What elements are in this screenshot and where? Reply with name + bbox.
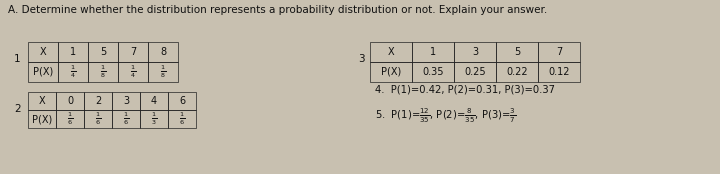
- Bar: [454, 42, 496, 62]
- Text: X: X: [387, 47, 395, 57]
- Text: $\frac{1}{8}$: $\frac{1}{8}$: [100, 64, 106, 80]
- Bar: [88, 42, 118, 62]
- Text: 0.12: 0.12: [548, 67, 570, 77]
- Bar: [140, 92, 168, 110]
- Text: 4.  P(1)=0.42, P(2)=0.31, P(3)=0.37: 4. P(1)=0.42, P(2)=0.31, P(3)=0.37: [375, 84, 555, 94]
- Text: 0.25: 0.25: [464, 67, 486, 77]
- Bar: [370, 62, 412, 82]
- Text: 3: 3: [358, 54, 364, 64]
- Text: $\frac{1}{6}$: $\frac{1}{6}$: [67, 111, 73, 127]
- Bar: [412, 42, 454, 62]
- Bar: [538, 62, 580, 82]
- Bar: [118, 62, 148, 82]
- Text: 2: 2: [95, 96, 101, 106]
- Text: $\frac{1}{6}$: $\frac{1}{6}$: [95, 111, 101, 127]
- Text: $\frac{1}{6}$: $\frac{1}{6}$: [123, 111, 129, 127]
- Text: $\frac{1}{8}$: $\frac{1}{8}$: [160, 64, 166, 80]
- Text: A. Determine whether the distribution represents a probability distribution or n: A. Determine whether the distribution re…: [8, 5, 547, 15]
- Bar: [118, 42, 148, 62]
- Text: 0.35: 0.35: [422, 67, 444, 77]
- Text: 5: 5: [100, 47, 106, 57]
- Text: $\frac{1}{3}$: $\frac{1}{3}$: [151, 111, 157, 127]
- Bar: [88, 62, 118, 82]
- Text: $\frac{1}{6}$: $\frac{1}{6}$: [179, 111, 185, 127]
- Text: 5.  P(1)=$\frac{12}{35}$, P(2)=$\frac{8}{35}$, P(3)=$\frac{3}{7}$: 5. P(1)=$\frac{12}{35}$, P(2)=$\frac{8}{…: [375, 107, 516, 125]
- Bar: [84, 110, 112, 128]
- Text: 1: 1: [14, 54, 21, 64]
- Text: 7: 7: [130, 47, 136, 57]
- Text: 3: 3: [472, 47, 478, 57]
- Text: 6: 6: [179, 96, 185, 106]
- Bar: [496, 42, 538, 62]
- Text: 0.22: 0.22: [506, 67, 528, 77]
- Bar: [412, 62, 454, 82]
- Bar: [112, 110, 140, 128]
- Bar: [454, 62, 496, 82]
- Bar: [168, 92, 196, 110]
- Text: 0: 0: [67, 96, 73, 106]
- Text: X: X: [40, 47, 46, 57]
- Text: 3: 3: [123, 96, 129, 106]
- Text: 8: 8: [160, 47, 166, 57]
- Bar: [168, 110, 196, 128]
- Text: $\frac{1}{4}$: $\frac{1}{4}$: [130, 64, 136, 80]
- Bar: [28, 42, 58, 62]
- Bar: [148, 62, 178, 82]
- Bar: [56, 92, 84, 110]
- Text: P(X): P(X): [381, 67, 401, 77]
- Text: 4: 4: [151, 96, 157, 106]
- Text: 7: 7: [556, 47, 562, 57]
- Bar: [538, 42, 580, 62]
- Text: X: X: [39, 96, 45, 106]
- Bar: [58, 42, 88, 62]
- Bar: [58, 62, 88, 82]
- Bar: [28, 62, 58, 82]
- Text: $\frac{1}{4}$: $\frac{1}{4}$: [70, 64, 76, 80]
- Text: P(X): P(X): [32, 114, 52, 124]
- Text: 5: 5: [514, 47, 520, 57]
- Bar: [370, 42, 412, 62]
- Text: 1: 1: [430, 47, 436, 57]
- Bar: [140, 110, 168, 128]
- Text: 1: 1: [70, 47, 76, 57]
- Bar: [496, 62, 538, 82]
- Bar: [112, 92, 140, 110]
- Bar: [28, 110, 56, 128]
- Bar: [148, 42, 178, 62]
- Text: 2: 2: [14, 104, 21, 114]
- Text: P(X): P(X): [33, 67, 53, 77]
- Bar: [56, 110, 84, 128]
- Bar: [28, 92, 56, 110]
- Bar: [84, 92, 112, 110]
